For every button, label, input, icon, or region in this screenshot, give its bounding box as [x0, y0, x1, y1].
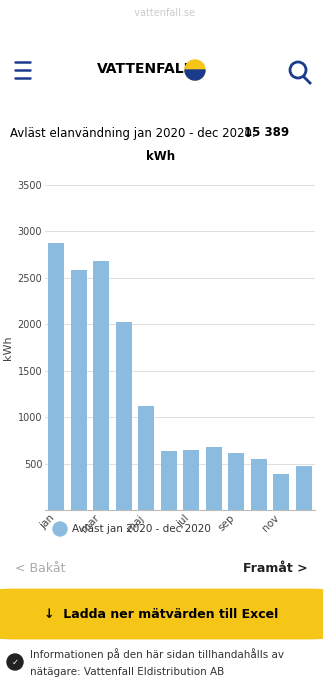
FancyBboxPatch shape — [0, 589, 323, 639]
Text: < Bakåt: < Bakåt — [15, 561, 66, 575]
Text: ↓  Ladda ner mätvärden till Excel: ↓ Ladda ner mätvärden till Excel — [44, 608, 279, 620]
Bar — [48, 243, 64, 510]
Text: kWh: kWh — [146, 150, 176, 164]
Bar — [183, 449, 199, 510]
Text: Avläst jan 2020 - dec 2020: Avläst jan 2020 - dec 2020 — [72, 524, 211, 534]
Bar — [296, 466, 312, 510]
Bar — [251, 459, 267, 510]
Bar — [116, 323, 132, 510]
Text: VATTENFALL: VATTENFALL — [97, 62, 193, 76]
Wedge shape — [185, 70, 205, 80]
Bar — [93, 261, 109, 510]
Y-axis label: kWh: kWh — [3, 335, 13, 360]
Bar — [273, 474, 289, 510]
Text: Avläst elanvändning jan 2020 - dec 2020:: Avläst elanvändning jan 2020 - dec 2020: — [10, 127, 260, 139]
Text: 16:22: 16:22 — [16, 18, 56, 32]
Circle shape — [185, 60, 205, 80]
Bar — [71, 270, 87, 510]
Text: nätägare: Vattenfall Eldistribution AB: nätägare: Vattenfall Eldistribution AB — [30, 667, 224, 677]
Text: vattenfall.se: vattenfall.se — [128, 8, 195, 18]
Bar — [206, 447, 222, 510]
Text: Informationen på den här sidan tillhandahålls av: Informationen på den här sidan tillhanda… — [30, 648, 284, 660]
Circle shape — [7, 654, 23, 670]
Text: ✓: ✓ — [12, 657, 18, 666]
Text: Framåt >: Framåt > — [243, 561, 308, 575]
Text: 15 389: 15 389 — [244, 127, 289, 139]
Bar — [138, 406, 154, 510]
Bar — [161, 451, 177, 510]
Bar — [228, 454, 245, 510]
Circle shape — [53, 522, 67, 536]
